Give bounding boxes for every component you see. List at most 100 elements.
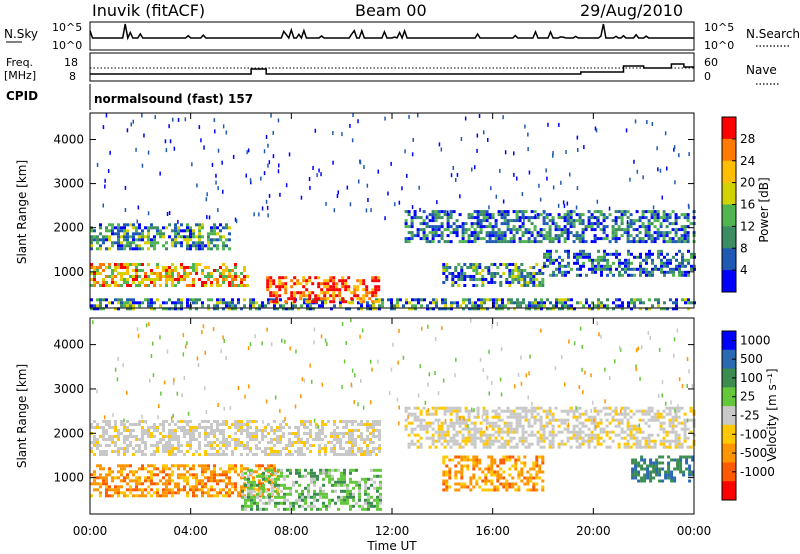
heatmap-cell <box>494 409 498 413</box>
heatmap-cell <box>132 263 135 266</box>
heatmap-cell <box>117 263 120 266</box>
heatmap-cell <box>159 438 162 441</box>
heatmap-cell <box>159 479 162 483</box>
heatmap-cell <box>371 276 375 280</box>
heatmap-cell <box>99 473 102 477</box>
heatmap-cell <box>551 240 555 244</box>
heatmap-cell <box>367 507 370 511</box>
heatmap-cell <box>231 482 234 486</box>
heatmap-cell <box>267 298 270 302</box>
heatmap-cell <box>527 433 531 437</box>
heatmap-cell <box>488 231 492 235</box>
heatmap-cell <box>482 412 486 416</box>
heatmap-cell <box>343 474 346 478</box>
heatmap-cell <box>191 162 193 167</box>
heatmap-cell <box>268 495 271 499</box>
heatmap-cell <box>297 453 300 456</box>
heatmap-cell <box>96 444 99 447</box>
heatmap-cell <box>222 247 225 251</box>
heatmap-cell <box>168 453 171 456</box>
heatmap-cell <box>470 231 474 235</box>
ytick-label: 1000 <box>53 265 84 279</box>
heatmap-cell <box>431 240 435 244</box>
heatmap-cell <box>536 412 540 416</box>
heatmap-cell <box>228 307 231 311</box>
heatmap-cell <box>533 409 537 413</box>
heatmap-cell <box>120 301 123 305</box>
heatmap-cell <box>473 445 477 449</box>
heatmap-cell <box>490 461 494 465</box>
heatmap-cell <box>626 225 630 229</box>
heatmap-cell <box>481 479 485 483</box>
heatmap-cell <box>575 436 579 440</box>
heatmap-cell <box>153 238 156 242</box>
heatmap-cell <box>285 447 288 450</box>
heatmap-cell <box>304 501 307 505</box>
heatmap-cell <box>662 210 666 214</box>
heatmap-cell <box>177 226 180 230</box>
heatmap-cell <box>123 301 126 305</box>
heatmap-cell <box>241 489 244 493</box>
heatmap-cell <box>557 442 561 446</box>
heatmap-cell <box>262 495 265 499</box>
heatmap-cell <box>111 426 114 429</box>
heatmap-cell <box>512 412 516 416</box>
heatmap-cell <box>247 483 250 487</box>
heatmap-cell <box>646 467 650 471</box>
heatmap-cell <box>379 468 382 472</box>
heatmap-cell <box>90 494 93 498</box>
heatmap-cell <box>673 458 677 462</box>
heatmap-cell <box>165 307 168 311</box>
heatmap-cell <box>515 216 519 220</box>
heatmap-cell <box>558 270 561 274</box>
heatmap-cell <box>99 476 102 480</box>
heatmap-cell <box>269 282 273 286</box>
heatmap-cell <box>492 304 495 308</box>
heatmap-cell <box>171 263 174 266</box>
heatmap-cell <box>246 150 248 155</box>
heatmap-cell <box>90 450 93 453</box>
heatmap-cell <box>274 483 277 487</box>
heatmap-cell <box>506 427 510 431</box>
heatmap-cell <box>461 231 465 235</box>
heatmap-cell <box>234 485 237 489</box>
heatmap-cell <box>539 433 543 437</box>
heatmap-cell <box>90 235 93 239</box>
heatmap-cell <box>560 228 564 232</box>
heatmap-cell <box>207 435 210 438</box>
heatmap-cell <box>277 474 280 478</box>
heatmap-cell <box>630 298 633 302</box>
heatmap-cell <box>484 266 488 269</box>
heatmap-cell <box>460 470 464 474</box>
heatmap-cell <box>517 269 521 272</box>
heatmap-cell <box>124 185 127 190</box>
heatmap-cell <box>482 430 486 434</box>
heatmap-cell <box>486 298 489 302</box>
heatmap-cell <box>189 298 192 302</box>
heatmap-cell <box>609 270 612 274</box>
heatmap-cell <box>669 258 672 262</box>
heatmap-cell <box>135 229 138 233</box>
heatmap-cell <box>210 447 213 450</box>
heatmap-cell <box>168 467 171 471</box>
heatmap-cell <box>204 350 206 355</box>
heatmap-cell <box>499 377 502 382</box>
heatmap-cell <box>481 414 484 419</box>
heatmap-cell <box>650 433 654 437</box>
heatmap-cell <box>500 216 504 220</box>
heatmap-cell <box>222 441 225 444</box>
heatmap-cell <box>661 467 665 471</box>
heatmap-cell <box>375 420 378 423</box>
heatmap-cell <box>437 228 441 232</box>
heatmap-cell <box>180 275 183 278</box>
heatmap-cell <box>144 272 147 275</box>
heatmap-cell <box>460 269 464 272</box>
heatmap-cell <box>222 450 225 453</box>
heatmap-cell <box>492 298 495 302</box>
heatmap-cell <box>318 168 320 173</box>
heatmap-cell <box>446 240 450 244</box>
heatmap-cell <box>422 237 426 241</box>
heatmap-cell <box>500 237 504 241</box>
heatmap-cell <box>634 473 638 477</box>
heatmap-cell <box>105 479 108 483</box>
